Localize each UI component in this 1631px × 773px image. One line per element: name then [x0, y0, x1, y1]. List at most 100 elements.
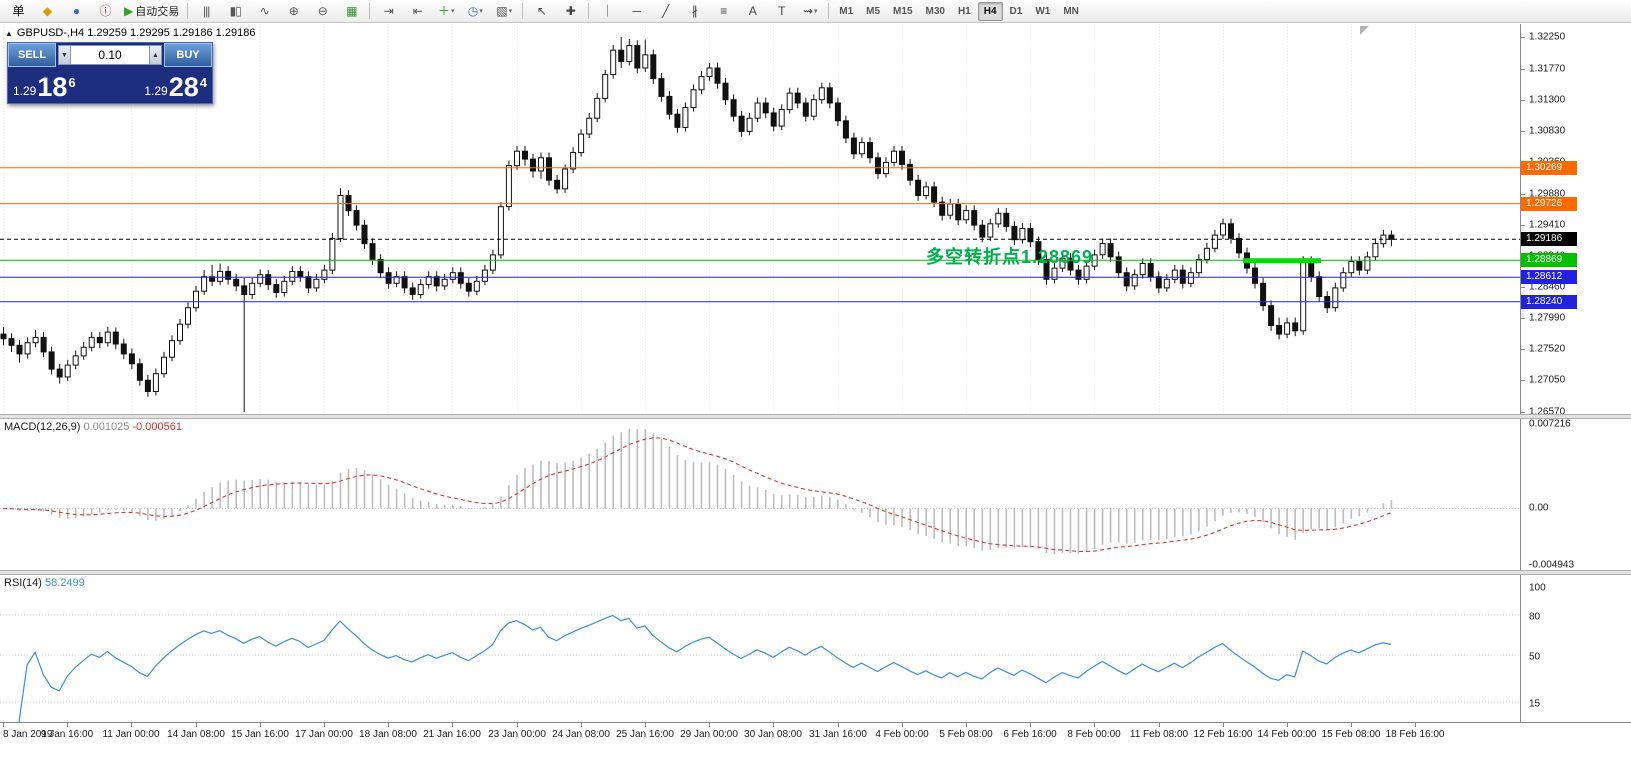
time-tick-label: 8 Feb 00:00 — [1067, 729, 1121, 740]
price-tick-mark — [1521, 68, 1525, 70]
bar-chart-icon[interactable]: ||| — [192, 1, 220, 22]
text-label-icon[interactable]: T — [767, 1, 795, 22]
symbol-ohlc-text: GBPUSD-,H4 1.29259 1.29295 1.29186 1.291… — [16, 27, 256, 39]
rsi-canvas[interactable] — [0, 575, 1520, 722]
text-label-icon-glyph: T — [778, 4, 785, 18]
candles — [0, 37, 1395, 412]
toolbar-separator — [369, 3, 371, 19]
rsi-axis-label: 15 — [1529, 698, 1541, 710]
price-tick-mark — [1521, 318, 1525, 320]
line-chart-icon[interactable]: ∿ — [250, 1, 278, 22]
tile-windows-icon-glyph: ▦ — [346, 4, 357, 18]
chart-annotation-text[interactable]: 多空转折点1.28869 — [926, 247, 1094, 267]
rsi-label: RSI(14) 58.2499 — [4, 577, 85, 589]
time-tick-mark — [3, 723, 4, 727]
price-tick-mark — [1521, 287, 1525, 289]
time-tick-label: 15 Feb 08:00 — [1321, 729, 1381, 740]
zoom-in-icon[interactable]: ⊕ — [279, 1, 307, 22]
time-tick-label: 24 Jan 08:00 — [552, 729, 610, 740]
timeframe-h4[interactable]: H4 — [977, 1, 1003, 21]
time-tick-label: 8 Jan 2019 — [3, 729, 53, 740]
new-order-button[interactable]: 单 — [4, 1, 32, 22]
timeframe-mn[interactable]: MN — [1063, 5, 1079, 17]
timeframe-m15[interactable]: M15 — [893, 5, 913, 17]
market-watch-icon[interactable]: ● — [62, 1, 90, 22]
toolbar-separator — [187, 3, 189, 19]
timeframe-m5[interactable]: M5 — [866, 5, 881, 17]
time-tick-label: 18 Feb 16:00 — [1385, 729, 1445, 740]
panel-separator[interactable] — [0, 570, 1631, 575]
toolbar: 单 ◆ ● ⓘ ▶ 自动交易 ||| ▮▯ ∿ ⊕ ⊖ ▦ ⇥ ⇤ ＋ ▾ ◷ ▾ ▧ ▾ ↖ ✚ ｜ ─ ╱ ∦ ≡ A T ⇝ ▾ M1 M… — [0, 0, 1631, 23]
collapse-panel-icon[interactable]: ▲ — [5, 28, 13, 38]
time-axis[interactable]: 8 Jan 2019 9 Jan 16:00 11 Jan 00:00 14 Jan … — [0, 722, 1631, 773]
time-tick-mark — [902, 723, 903, 727]
price-tick-mark — [1521, 193, 1525, 195]
cursor-icon[interactable]: ↖ — [527, 1, 555, 22]
timeframe-h1[interactable]: H1 — [957, 5, 971, 17]
chart-shift-icon-glyph: ⇤ — [412, 4, 423, 18]
time-tick-mark — [645, 723, 646, 727]
indicators-icon[interactable]: ＋ ▾ — [432, 1, 460, 22]
macd-canvas[interactable] — [0, 419, 1520, 570]
price-chart-canvas[interactable] — [0, 24, 1520, 414]
text-icon[interactable]: A — [738, 1, 766, 22]
timeframe-m1[interactable]: M1 — [839, 5, 854, 17]
price-level-badge: 1.29186 — [1521, 232, 1577, 247]
time-tick-label: 18 Jan 08:00 — [359, 729, 417, 740]
vertical-line-icon[interactable]: ｜ — [593, 1, 621, 22]
grid-lines — [3, 24, 1416, 414]
fibonacci-icon[interactable]: ≡ — [709, 1, 737, 22]
chart-shift-icon[interactable]: ⇤ — [403, 1, 431, 22]
autotrading-button[interactable]: ▶ 自动交易 — [120, 1, 183, 22]
time-tick-mark — [131, 723, 132, 727]
periods-icon[interactable]: ◷ ▾ — [461, 1, 489, 22]
time-tick-mark — [260, 723, 261, 727]
sell-button[interactable]: SELL — [8, 43, 56, 67]
price-level-badge: 1.28612 — [1521, 270, 1577, 285]
about-icon[interactable]: ⓘ — [91, 1, 119, 22]
price-tick: 1.27050 — [1529, 374, 1566, 386]
one-click-trade-panel: SELL ▼ 0.10 ▲ BUY 1.29 18 6 1.29 28 4 — [7, 42, 213, 104]
timeframe-m30[interactable]: M30 — [925, 5, 945, 17]
volume-increase-button[interactable]: ▲ — [149, 45, 162, 65]
time-tick-label: 29 Jan 00:00 — [680, 729, 738, 740]
arrows-icon[interactable]: ⇝ ▾ — [796, 1, 824, 22]
channel-icon[interactable]: ∦ — [680, 1, 708, 22]
templates-icon[interactable]: ▧ ▾ — [490, 1, 518, 22]
sell-price-big: 18 — [37, 72, 68, 102]
rsi-axis-label: 80 — [1529, 611, 1541, 623]
new-order-glyph: 单 — [12, 4, 24, 18]
price-axis[interactable]: 1.322501.317701.313001.308301.303601.298… — [1520, 24, 1631, 722]
time-tick-label: 14 Jan 08:00 — [167, 729, 225, 740]
timeframe-w1[interactable]: W1 — [1035, 5, 1051, 17]
tile-windows-icon[interactable]: ▦ — [337, 1, 365, 22]
auto-scroll-icon[interactable]: ⇥ — [374, 1, 402, 22]
sell-price-pip: 6 — [68, 75, 76, 90]
candlestick-chart-icon[interactable]: ▮▯ — [221, 1, 249, 22]
volume-input[interactable]: 0.10 — [71, 45, 149, 65]
rsi-line — [18, 614, 1392, 722]
price-tick: 1.27990 — [1529, 312, 1566, 324]
toolbar-separator — [828, 3, 830, 19]
price-tick: 1.29410 — [1529, 219, 1566, 230]
volume-decrease-button[interactable]: ▼ — [58, 45, 71, 65]
trendline-icon[interactable]: ╱ — [651, 1, 679, 22]
macd-axis-label: 0.00 — [1529, 502, 1549, 514]
price-tick: 1.29880 — [1529, 188, 1566, 199]
metaeditor-icon[interactable]: ◆ — [33, 1, 61, 22]
buy-button[interactable]: BUY — [164, 43, 212, 67]
crosshair-icon[interactable]: ✚ — [556, 1, 584, 22]
timeframe-d1[interactable]: D1 — [1009, 5, 1023, 17]
price-tick: 1.30830 — [1529, 125, 1566, 137]
text-icon-glyph: A — [748, 4, 757, 18]
time-tick-mark — [196, 723, 197, 727]
zoom-out-icon[interactable]: ⊖ — [308, 1, 336, 22]
rsi-axis-label: 50 — [1529, 651, 1541, 663]
time-tick-mark — [1223, 723, 1224, 727]
chevron-down-icon: ▾ — [508, 8, 513, 15]
horizontal-line-icon[interactable]: ─ — [622, 1, 650, 22]
indicators-icon-glyph: ＋ — [437, 4, 450, 18]
auto-scroll-icon-glyph: ⇥ — [383, 4, 394, 18]
panel-separator[interactable] — [0, 414, 1631, 419]
key-level-segment[interactable] — [1243, 258, 1321, 264]
